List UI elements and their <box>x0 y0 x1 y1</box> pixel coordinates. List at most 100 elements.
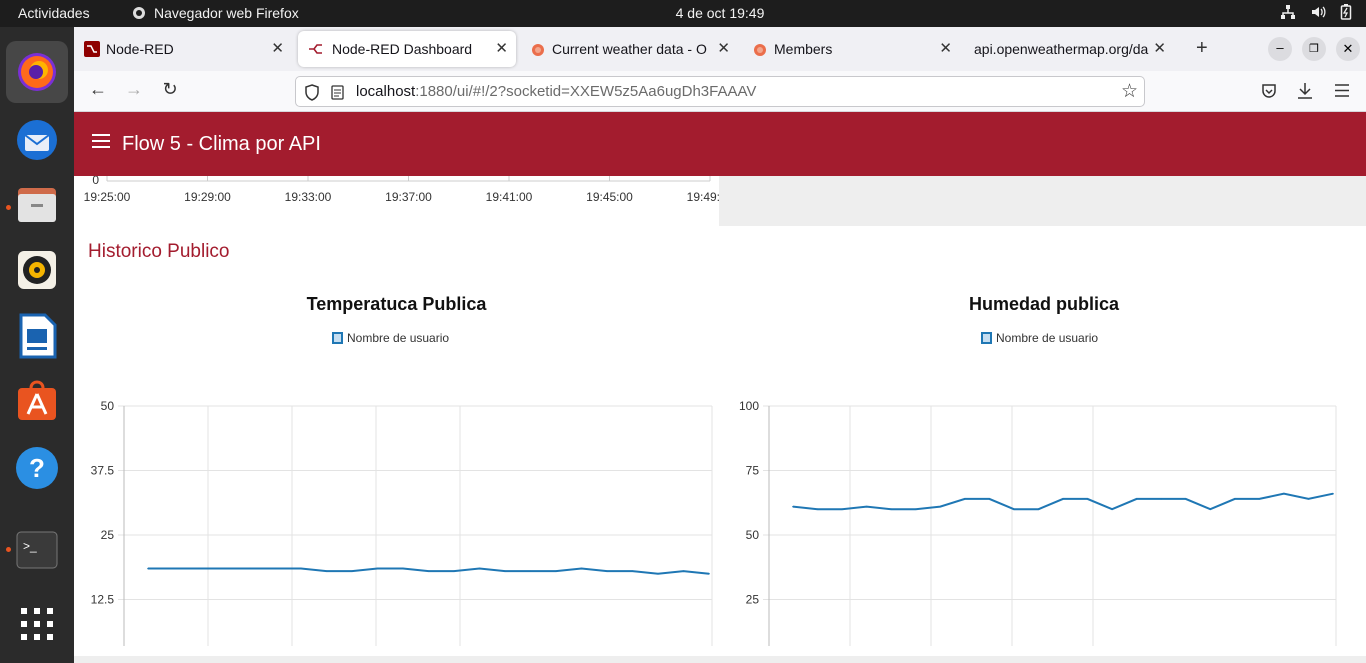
data-point <box>631 570 634 572</box>
close-window-icon[interactable]: ✕ <box>1336 37 1360 61</box>
hamburger-menu-icon[interactable] <box>1335 84 1349 97</box>
x-tick-label: 19:37:00 <box>385 190 432 204</box>
activities-button[interactable]: Actividades <box>18 5 90 21</box>
previous-chart-card: 0 19:25:00 19:29:00 19:33:00 19:37:00 19:41:0… <box>74 176 734 226</box>
data-point <box>1258 498 1261 500</box>
data-point <box>1307 498 1310 500</box>
new-tab-icon[interactable]: + <box>1196 37 1208 59</box>
show-apps-icon <box>21 608 53 640</box>
data-point <box>792 505 794 508</box>
help-icon: ? <box>16 447 58 489</box>
data-point <box>1332 492 1334 495</box>
tab-node-red-dashboard[interactable]: Node-RED Dashboard ✕ <box>298 31 516 67</box>
network-icon <box>1281 5 1295 19</box>
x-tick-label: 19:45:00 <box>586 190 633 204</box>
dock-rhythmbox[interactable] <box>6 239 68 301</box>
tab-bar: Node-RED ✕ Node-RED Dashboard ✕ Current … <box>74 27 1366 71</box>
back-icon[interactable]: ← <box>89 79 107 99</box>
data-point <box>816 508 819 510</box>
data-point <box>657 572 659 575</box>
dashboard-title: Flow 5 - Clima por API <box>122 133 321 155</box>
shield-icon <box>305 84 319 101</box>
running-indicator <box>6 547 11 552</box>
app-menu[interactable]: Navegador web Firefox <box>132 5 299 21</box>
data-point <box>890 508 892 510</box>
dock-terminal[interactable]: >_ <box>6 519 68 581</box>
openweather-icon <box>754 44 766 56</box>
data-point <box>580 567 583 570</box>
y-tick-label: 100 <box>739 399 759 413</box>
system-top-bar: Actividades Navegador web Firefox 4 de o… <box>0 0 1366 27</box>
dock-software[interactable] <box>6 371 68 433</box>
close-tab-icon[interactable]: ✕ <box>495 40 508 57</box>
data-point <box>1160 498 1162 500</box>
x-tick-label: 19:29:00 <box>184 190 231 204</box>
url-bar[interactable]: localhost:1880/ui/#!/2?socketid=XXEW5z5A… <box>295 76 1145 107</box>
data-point <box>1062 498 1064 500</box>
close-tab-icon[interactable]: ✕ <box>717 40 730 57</box>
data-point <box>939 505 942 508</box>
tab-api-openweathermap[interactable]: api.openweathermap.org/da ✕ <box>964 31 1174 67</box>
close-tab-icon[interactable]: ✕ <box>1153 40 1166 57</box>
tab-node-red[interactable]: Node-RED ✕ <box>74 31 292 67</box>
temperature-chart: 012.52537.55019:26:0019:30:0019:34:0019:… <box>91 399 713 646</box>
dock-impress[interactable] <box>6 305 68 367</box>
minimize-icon[interactable]: – <box>1268 37 1292 61</box>
firefox-icon <box>18 53 56 91</box>
tab-label: Members <box>774 41 833 57</box>
close-tab-icon[interactable]: ✕ <box>271 40 284 57</box>
humidity-chart: 025507510019:26:0019:30:0019:34:0019:38:… <box>739 399 1337 646</box>
system-tray[interactable] <box>1280 4 1352 20</box>
url-text[interactable]: localhost:1880/ui/#!/2?socketid=XXEW5z5A… <box>356 83 756 100</box>
data-point <box>1013 508 1015 510</box>
clock[interactable]: 4 de oct 19:49 <box>675 5 765 21</box>
dashboard-header: Flow 5 - Clima por API <box>74 112 1366 176</box>
y-tick-label: 25 <box>101 528 115 542</box>
restore-icon[interactable]: ❐ <box>1302 37 1326 61</box>
close-tab-icon[interactable]: ✕ <box>939 40 952 57</box>
series-line <box>792 492 1334 511</box>
dashboard-content: 0 19:25:00 19:29:00 19:33:00 19:37:00 19:41:0… <box>74 176 1366 663</box>
node-red-icon <box>309 44 322 54</box>
chart-legend-humedad[interactable]: Nombre de usuario <box>981 331 1098 345</box>
data-point <box>376 567 379 570</box>
tab-label: api.openweathermap.org/da <box>974 41 1149 57</box>
forward-icon[interactable]: → <box>125 79 143 99</box>
data-point <box>1209 508 1212 510</box>
y-tick-label: 25 <box>746 593 760 607</box>
data-point <box>223 567 226 570</box>
data-point <box>453 570 455 572</box>
reload-icon[interactable]: ↻ <box>162 79 178 99</box>
data-point <box>1283 492 1285 495</box>
dock-help[interactable]: ? <box>6 437 68 499</box>
data-point <box>555 570 557 572</box>
data-point <box>914 508 917 510</box>
battery-icon <box>1340 4 1352 20</box>
node-red-icon <box>84 41 100 57</box>
x-tick-label: 19:41:00 <box>486 190 533 204</box>
chart-legend-temperatura[interactable]: Nombre de usuario <box>332 331 449 345</box>
tab-members[interactable]: Members ✕ <box>742 31 960 67</box>
dock-show-apps[interactable] <box>6 593 68 655</box>
data-point <box>402 567 404 570</box>
bookmark-star-icon[interactable]: ☆ <box>1120 81 1138 102</box>
data-point <box>1037 508 1040 510</box>
rhythmbox-icon <box>18 251 56 289</box>
data-point <box>300 567 302 570</box>
dock: ? >_ <box>0 27 74 663</box>
data-point <box>198 567 200 570</box>
y-tick-label: 75 <box>746 464 760 478</box>
dock-files[interactable] <box>6 173 68 235</box>
dashboard-menu-icon[interactable] <box>92 134 110 152</box>
url-host: localhost <box>356 83 416 100</box>
firefox-small-icon <box>133 7 145 19</box>
pocket-icon[interactable] <box>1261 83 1277 99</box>
downloads-icon[interactable] <box>1297 82 1313 100</box>
dock-thunderbird[interactable] <box>6 109 68 171</box>
data-point <box>1234 498 1236 500</box>
dock-firefox[interactable] <box>6 41 68 103</box>
chart-title-temperatura: Temperatuca Publica <box>306 294 487 314</box>
libreoffice-impress-icon <box>19 313 57 359</box>
tab-current-weather[interactable]: Current weather data - O ✕ <box>520 31 738 67</box>
svg-text:?: ? <box>29 453 45 483</box>
